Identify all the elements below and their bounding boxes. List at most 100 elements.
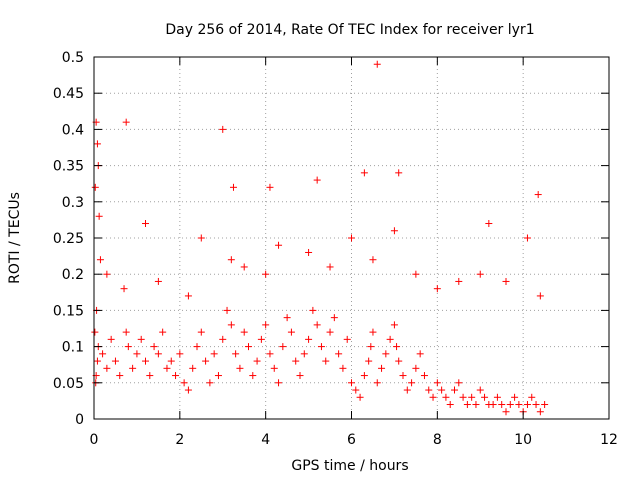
data-point <box>523 401 531 409</box>
data-point <box>193 343 201 351</box>
data-point <box>146 372 154 380</box>
data-point <box>369 328 377 336</box>
data-point <box>343 335 351 343</box>
x-tick-label: 4 <box>261 432 270 448</box>
x-axis-label: GPS time / hours <box>291 458 408 474</box>
data-point <box>122 328 130 336</box>
data-point <box>232 350 240 358</box>
data-point <box>534 191 542 199</box>
data-point <box>433 285 441 293</box>
data-point <box>279 343 287 351</box>
data-point <box>463 401 471 409</box>
data-point <box>124 343 132 351</box>
y-tick-label: 0.05 <box>53 376 84 392</box>
data-point <box>275 241 283 249</box>
data-point <box>184 292 192 300</box>
data-point <box>425 386 433 394</box>
data-point <box>305 248 313 256</box>
data-point <box>339 364 347 372</box>
data-point <box>412 364 420 372</box>
y-tick-label: 0 <box>75 412 84 428</box>
data-point <box>489 401 497 409</box>
data-point <box>446 401 454 409</box>
data-point <box>498 401 506 409</box>
data-point <box>541 401 549 409</box>
data-point <box>468 393 476 401</box>
data-point <box>116 372 124 380</box>
data-point <box>93 140 101 148</box>
data-point <box>369 256 377 264</box>
data-point <box>197 328 205 336</box>
data-point <box>129 364 137 372</box>
data-point <box>382 350 390 358</box>
data-point <box>386 335 394 343</box>
data-point <box>184 386 192 394</box>
data-point <box>511 393 519 401</box>
data-point <box>253 357 261 365</box>
y-tick-label: 0.35 <box>53 159 84 175</box>
data-point <box>172 372 180 380</box>
data-point <box>154 350 162 358</box>
x-tick-label: 2 <box>175 432 184 448</box>
data-point <box>296 372 304 380</box>
data-point <box>313 321 321 329</box>
data-point <box>93 357 101 365</box>
data-point <box>91 328 99 336</box>
data-point <box>142 357 149 365</box>
data-point <box>163 364 171 372</box>
data-point <box>420 372 428 380</box>
data-point <box>395 169 403 177</box>
data-point <box>154 277 162 285</box>
data-point <box>451 386 458 394</box>
data-point <box>300 350 308 358</box>
data-point <box>502 408 510 416</box>
data-point <box>120 285 128 293</box>
data-point <box>95 212 103 220</box>
data-point <box>438 386 446 394</box>
data-point <box>429 393 437 401</box>
data-point <box>326 263 334 271</box>
data-points <box>91 60 549 416</box>
data-point <box>395 357 403 365</box>
data-point <box>287 328 295 336</box>
data-point <box>373 379 381 387</box>
data-point <box>167 357 175 365</box>
data-point <box>292 357 300 365</box>
data-point <box>159 328 167 336</box>
data-point <box>107 335 115 343</box>
data-point <box>433 379 441 387</box>
data-point <box>476 386 484 394</box>
data-point <box>133 350 141 358</box>
data-point <box>219 125 227 133</box>
y-tick-label: 0.4 <box>62 122 84 138</box>
data-point <box>202 357 210 365</box>
x-tick-label: 12 <box>600 432 618 448</box>
data-point <box>442 393 450 401</box>
data-point <box>305 335 313 343</box>
data-point <box>245 343 252 351</box>
y-axis-label: ROTI / TECUs <box>7 192 23 284</box>
data-point <box>219 335 227 343</box>
data-point <box>399 372 407 380</box>
data-point <box>103 270 111 278</box>
data-point <box>111 357 119 365</box>
data-point <box>408 379 416 387</box>
data-point <box>103 364 111 372</box>
data-point <box>536 408 544 416</box>
data-point <box>515 401 523 409</box>
x-tick-label: 6 <box>347 432 356 448</box>
data-point <box>137 335 145 343</box>
data-point <box>313 176 321 184</box>
data-point <box>416 350 424 358</box>
data-point <box>373 60 381 68</box>
data-point <box>223 306 231 314</box>
data-point <box>262 270 270 278</box>
data-point <box>266 350 274 358</box>
data-point <box>536 292 544 300</box>
data-point <box>91 183 99 191</box>
data-point <box>214 372 222 380</box>
data-point <box>348 379 355 387</box>
y-tick-label: 0.1 <box>62 340 84 356</box>
data-point <box>403 386 411 394</box>
data-point <box>352 386 360 394</box>
